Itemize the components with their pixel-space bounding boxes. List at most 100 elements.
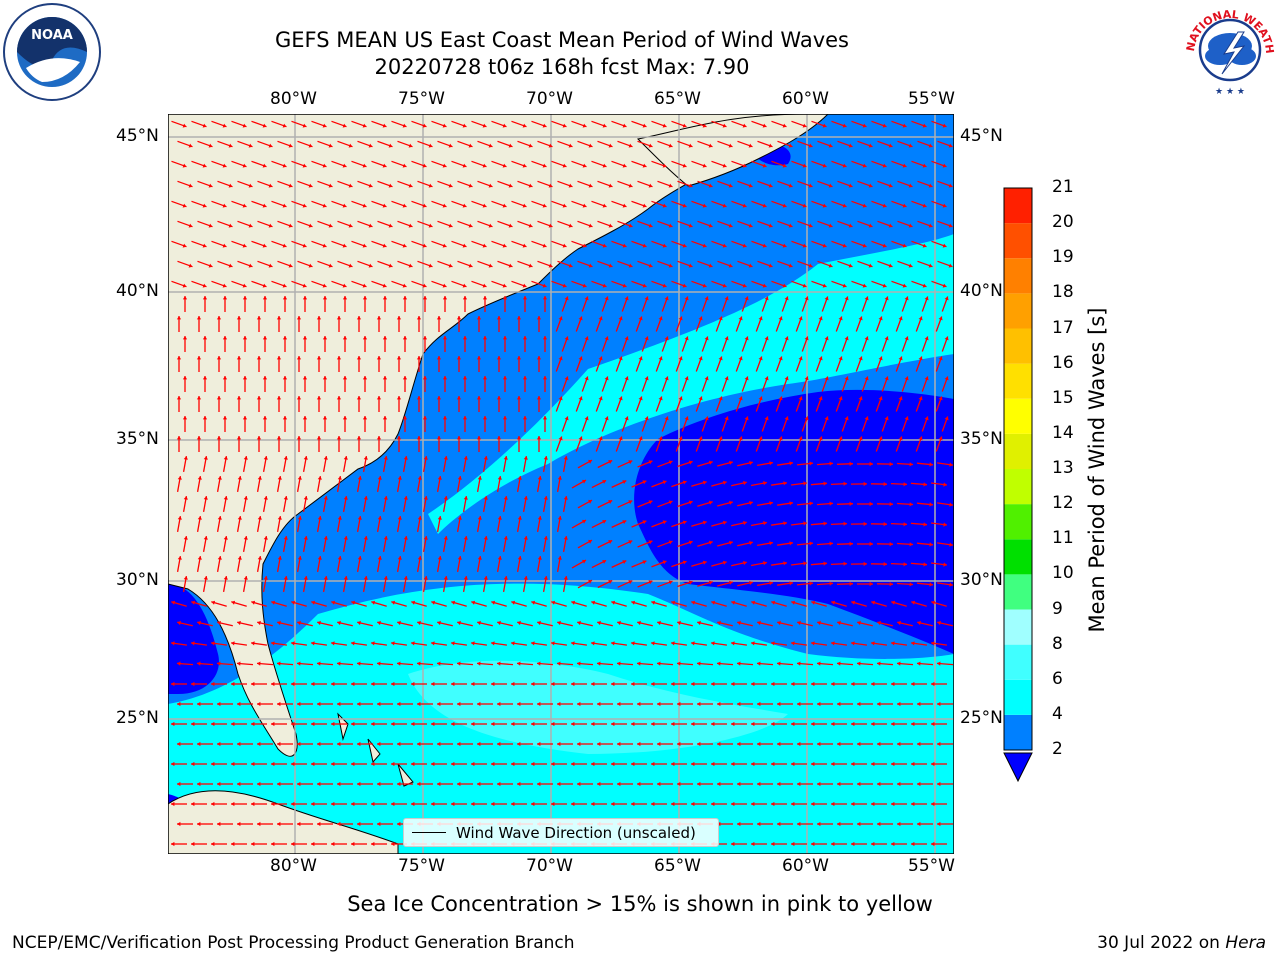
wave-direction-arrowhead [783,481,787,486]
wave-direction-arrowhead [328,263,333,268]
wave-direction-arrowhead [231,841,235,847]
wave-direction-arrowhead [377,476,382,480]
wave-direction-arrowhead [196,356,202,360]
wave-direction-arrowhead [243,536,248,540]
wave-direction-arrowhead [216,436,222,440]
colorbar-tick-label: 4 [1052,703,1063,724]
wave-direction-arrowhead [557,781,561,787]
lon-label-bottom-60w: 60°W [782,856,829,876]
wave-direction-arrowhead [408,263,413,268]
wave-direction-arrowhead [457,781,461,787]
wave-direction-arrowhead [542,243,547,248]
wave-direction-arrowhead [251,761,255,767]
wave-direction-arrowhead [604,336,609,341]
wave-direction-arrowhead [878,436,883,441]
wave-direction-arrowhead [548,263,553,268]
wave-direction-arrowhead [336,396,342,400]
wave-direction-arrowhead [277,821,281,827]
wave-direction-arrowhead [363,536,368,540]
wave-direction-arrowhead [657,781,661,787]
wave-direction-arrowhead [862,283,867,288]
wave-direction-arrowhead [551,681,555,687]
wave-direction-arrowhead [948,263,953,268]
wave-direction-arrowhead [211,641,215,646]
wave-direction-arrowhead [243,456,248,460]
wave-direction-arrowhead [257,821,261,827]
wave-direction-arrowhead [277,741,281,747]
wave-direction-arrowhead [838,316,843,321]
wave-direction-arrowhead [704,296,709,301]
wave-direction-arrowhead [588,223,593,228]
wave-direction-arrowhead [769,501,773,506]
wave-direction-arrowhead [842,283,847,288]
wave-direction-arrowhead [871,641,875,646]
wave-direction-arrowhead [302,376,308,380]
wave-direction-arrowhead [858,356,863,361]
wave-direction-arrowhead [402,336,408,340]
wave-direction-arrowhead [416,356,422,360]
wave-direction-arrowhead [798,436,803,441]
wave-direction-arrowhead [442,296,448,300]
wave-direction-arrowhead [651,600,656,605]
wave-direction-arrowhead [638,356,643,361]
footer-date: 30 Jul 2022 on [1097,933,1220,953]
wave-direction-arrowhead [543,456,548,460]
wave-direction-arrowhead [516,396,522,400]
wave-direction-arrowhead [488,223,493,228]
wave-direction-arrowhead [176,396,182,400]
wave-direction-arrowhead [531,600,536,605]
wave-direction-arrowhead [764,336,769,341]
wave-direction-arrowhead [196,436,202,440]
wave-direction-arrowhead [182,283,187,288]
wave-direction-arrowhead [262,123,267,128]
wave-direction-arrowhead [777,620,781,626]
wave-direction-arrowhead [363,456,368,460]
wave-direction-arrowhead [377,701,381,707]
wave-direction-arrowhead [197,516,202,520]
wave-direction-arrowhead [403,536,408,540]
wave-direction-arrowhead [502,336,508,340]
colorbar-under-triangle [1003,752,1033,783]
wave-direction-arrowhead [818,316,823,321]
wave-direction-arrowhead [917,661,921,666]
wave-direction-arrowhead [362,416,368,420]
wave-direction-arrowhead [468,263,473,268]
wave-direction-arrowhead [757,701,761,707]
wave-direction-arrowhead [263,576,268,580]
wave-direction-arrowhead [502,163,507,168]
wave-direction-arrowhead [729,580,733,585]
wave-direction-arrowhead [624,336,629,341]
wave-direction-arrowhead [431,721,435,727]
wave-direction-arrowhead [523,456,528,460]
wave-direction-arrowhead [176,356,182,360]
wave-direction-arrowhead [691,600,696,605]
wave-direction-arrowhead [182,376,188,380]
wave-direction-arrowhead [462,163,467,168]
wave-direction-arrowhead [462,416,468,420]
wave-direction-arrowhead [578,396,583,401]
wave-direction-arrowhead [784,296,789,301]
wave-direction-arrowhead [764,296,769,301]
wave-direction-arrowhead [604,376,609,381]
wave-direction-arrowhead [517,620,521,626]
wave-direction-arrowhead [451,721,455,727]
wave-direction-arrowhead [708,183,713,188]
wave-direction-arrowhead [831,681,835,687]
wave-direction-arrowhead [331,801,335,807]
wave-direction-arrowhead [417,476,422,480]
wave-direction-arrowhead [588,539,592,544]
wave-direction-arrowhead [889,582,893,587]
colorbar-tick-label: 2 [1052,739,1063,759]
wave-direction-arrowhead [622,560,627,564]
wave-direction-arrowhead [911,761,915,767]
colorbar-tick-label: 18 [1052,282,1074,303]
wave-direction-arrowhead [323,496,328,500]
wave-direction-arrowhead [442,336,448,340]
wave-direction-arrowhead [571,801,575,807]
wave-direction-arrowhead [488,183,493,188]
wave-direction-arrowhead [191,841,195,847]
wave-direction-arrowhead [291,600,296,605]
wave-direction-arrowhead [171,681,175,687]
wave-direction-arrowhead [789,501,793,506]
wave-direction-arrowhead [628,223,633,228]
